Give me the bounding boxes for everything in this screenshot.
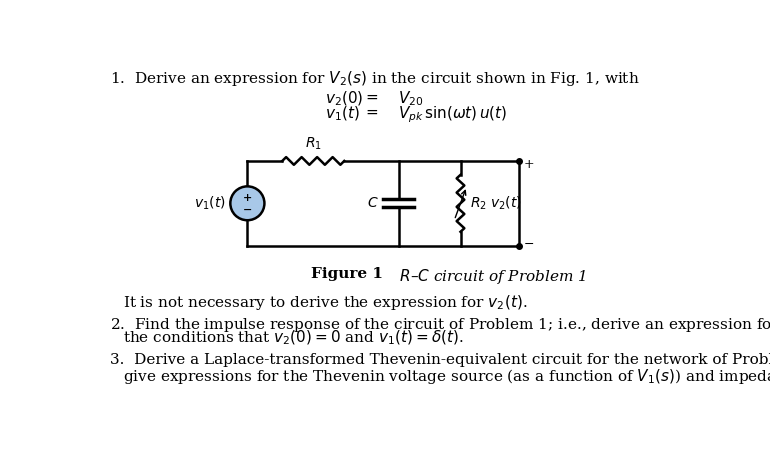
- Text: 2.  Find the impulse response of the circuit of Problem 1; i.e., derive an expre: 2. Find the impulse response of the circ…: [110, 315, 770, 334]
- Text: $R_1$: $R_1$: [305, 135, 322, 152]
- Text: −: −: [243, 204, 252, 215]
- Text: $C$: $C$: [367, 196, 378, 210]
- Text: give expressions for the Thevenin voltage source (as a function of $V_1(s)$) and: give expressions for the Thevenin voltag…: [123, 367, 770, 386]
- Text: $=$: $=$: [363, 89, 380, 104]
- Text: $v_2(0)$: $v_2(0)$: [325, 89, 363, 108]
- Text: $V_{20}$: $V_{20}$: [399, 89, 424, 108]
- Circle shape: [230, 186, 264, 220]
- FancyArrowPatch shape: [455, 190, 466, 218]
- Text: Figure 1: Figure 1: [311, 267, 383, 281]
- Text: $R_2$: $R_2$: [470, 195, 487, 211]
- Text: 3.  Derive a Laplace-transformed Thevenin-equivalent circuit for the network of : 3. Derive a Laplace-transformed Thevenin…: [110, 353, 770, 368]
- Text: the conditions that $v_2(0) = 0$ and $v_1(t) = \delta(t)$.: the conditions that $v_2(0) = 0$ and $v_…: [123, 329, 464, 347]
- Text: It is not necessary to derive the expression for $v_2(t)$.: It is not necessary to derive the expres…: [123, 294, 527, 313]
- Text: +: +: [524, 158, 534, 171]
- Text: −: −: [524, 238, 534, 251]
- Text: $V_{pk}\,\sin(\omega t)\,u(t)$: $V_{pk}\,\sin(\omega t)\,u(t)$: [399, 105, 508, 125]
- Text: $v_1(t)$: $v_1(t)$: [325, 105, 360, 123]
- Text: $v_2(t)$: $v_2(t)$: [490, 195, 522, 212]
- Text: $v_1(t)$: $v_1(t)$: [194, 195, 226, 212]
- Text: $=$: $=$: [363, 105, 380, 119]
- Text: +: +: [243, 192, 252, 203]
- Text: 1.  Derive an expression for $V_2(s)$ in the circuit shown in Fig. 1, with: 1. Derive an expression for $V_2(s)$ in …: [110, 69, 640, 88]
- Text: $R$–$C$ circuit of Problem 1: $R$–$C$ circuit of Problem 1: [384, 267, 586, 286]
